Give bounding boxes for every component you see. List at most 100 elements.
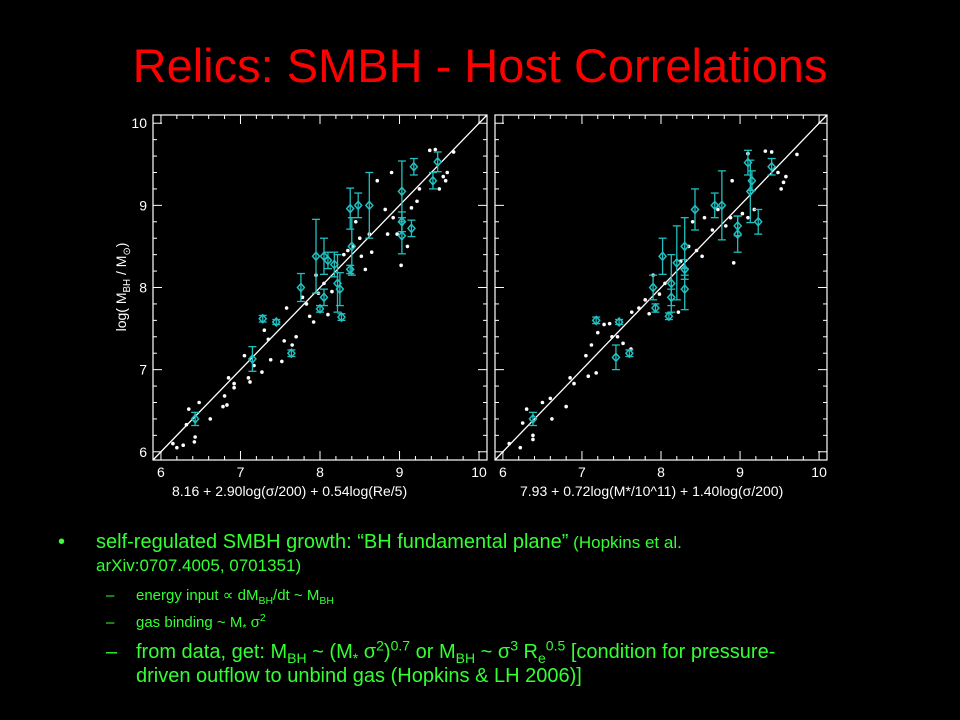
simulation-point — [584, 353, 588, 358]
t: ~ (M — [306, 641, 353, 663]
observed-point — [658, 251, 668, 262]
simulation-point — [186, 407, 191, 411]
simulation-point — [657, 292, 662, 296]
simulation-point — [383, 207, 388, 212]
simulation-point — [262, 328, 267, 333]
simulation-point — [222, 394, 227, 398]
sub-bullet-dash: – — [106, 641, 118, 663]
simulation-point — [375, 178, 380, 183]
simulation-point — [586, 374, 591, 379]
simulation-point — [346, 248, 350, 253]
observed-point — [271, 316, 281, 328]
simulation-point — [776, 170, 780, 175]
simulation-point — [700, 254, 704, 259]
simulation-point — [531, 437, 535, 442]
observed-point — [347, 241, 357, 252]
left-scatter-plot: 6 7 8 9 10 6 7 8 9 10 — [131, 114, 488, 480]
simulation-point — [415, 199, 419, 204]
simulation-point — [232, 381, 236, 386]
simulation-point — [171, 441, 175, 446]
simulation-point — [326, 312, 330, 317]
t: /dt ~ M — [273, 587, 320, 604]
t: e — [538, 650, 546, 666]
bullet-marker: • — [58, 531, 66, 553]
simulation-point — [181, 443, 186, 448]
simulation-point — [524, 407, 529, 411]
t: BH — [287, 650, 307, 666]
t: [condition for pressure- — [565, 641, 776, 663]
simulation-point — [589, 343, 594, 347]
t: * — [352, 650, 359, 666]
t: σ — [246, 614, 260, 631]
simulation-point — [427, 148, 432, 153]
simulation-point — [284, 306, 289, 310]
simulation-point — [694, 248, 699, 253]
t: 2 — [376, 637, 384, 654]
sub-bullet-gas-binding: gas binding ~ M* σ2 — [136, 611, 266, 635]
sub-bullet-dash: – — [106, 587, 115, 604]
observed-point — [680, 241, 690, 252]
t: 2 — [259, 612, 266, 624]
x-tick-label: 6 — [157, 464, 165, 480]
simulation-point — [385, 232, 390, 236]
simulation-point — [268, 357, 273, 362]
left-x-axis-label: 8.16 + 2.90log(σ/200) + 0.54log(Re/5) — [172, 483, 408, 499]
simulation-point — [779, 187, 783, 191]
simulation-point — [437, 187, 442, 191]
simulation-point — [594, 371, 598, 375]
simulation-point — [728, 215, 733, 220]
t: BH — [319, 595, 334, 607]
simulation-point — [702, 215, 707, 220]
simulation-point — [300, 295, 305, 300]
simulation-point — [647, 311, 651, 316]
observed-point — [406, 223, 416, 234]
simulation-point — [363, 267, 368, 272]
simulation-point — [353, 219, 358, 224]
observed-point — [397, 230, 407, 241]
simulation-point — [746, 215, 750, 220]
observed-point — [364, 200, 374, 211]
t: from data, get: M — [136, 641, 288, 663]
simulation-point — [550, 417, 554, 421]
observed-point — [345, 264, 355, 275]
simulation-point — [548, 396, 553, 401]
ylabel-end: ) — [113, 242, 129, 248]
simulation-point — [221, 404, 225, 409]
simulation-point — [294, 334, 298, 339]
observed-point — [247, 353, 257, 365]
simulation-point — [690, 219, 695, 224]
y-tick-label: 9 — [139, 197, 147, 213]
simulation-point — [531, 433, 535, 438]
simulation-point — [192, 440, 197, 444]
simulation-point — [399, 263, 403, 268]
observed-point — [323, 255, 333, 266]
simulation-point — [193, 435, 197, 439]
observed-point — [717, 200, 727, 211]
simulation-point — [784, 174, 788, 179]
simulation-point — [391, 215, 395, 220]
x-tick-label: 10 — [811, 464, 827, 480]
simulation-point — [232, 385, 236, 390]
t: gas binding ~ M — [136, 614, 243, 631]
sub-bullet-dash: – — [106, 614, 115, 631]
simulation-point — [242, 353, 247, 358]
t: or M — [410, 641, 456, 663]
observed-point — [335, 284, 345, 295]
simulation-point — [731, 261, 736, 265]
observed-point — [397, 186, 407, 197]
simulation-point — [307, 314, 312, 319]
ylabel-pre: log( M — [113, 292, 129, 332]
right-x-axis-label: 7.93 + 0.72log(M*/10^11) + 1.40log(σ/200… — [520, 483, 784, 499]
simulation-point — [443, 178, 448, 183]
x-tick-label: 8 — [316, 464, 324, 480]
simulation-point — [607, 321, 612, 326]
observed-point — [680, 284, 690, 295]
observed-point — [733, 228, 743, 240]
simulation-point — [507, 441, 512, 446]
t: 0.7 — [390, 637, 411, 654]
t: BH — [455, 650, 476, 666]
t: * — [242, 622, 247, 634]
t: ~ σ — [475, 641, 511, 663]
bullet-main: self-regulated SMBH growth: “BH fundamen… — [96, 530, 682, 555]
simulation-point — [417, 187, 422, 191]
